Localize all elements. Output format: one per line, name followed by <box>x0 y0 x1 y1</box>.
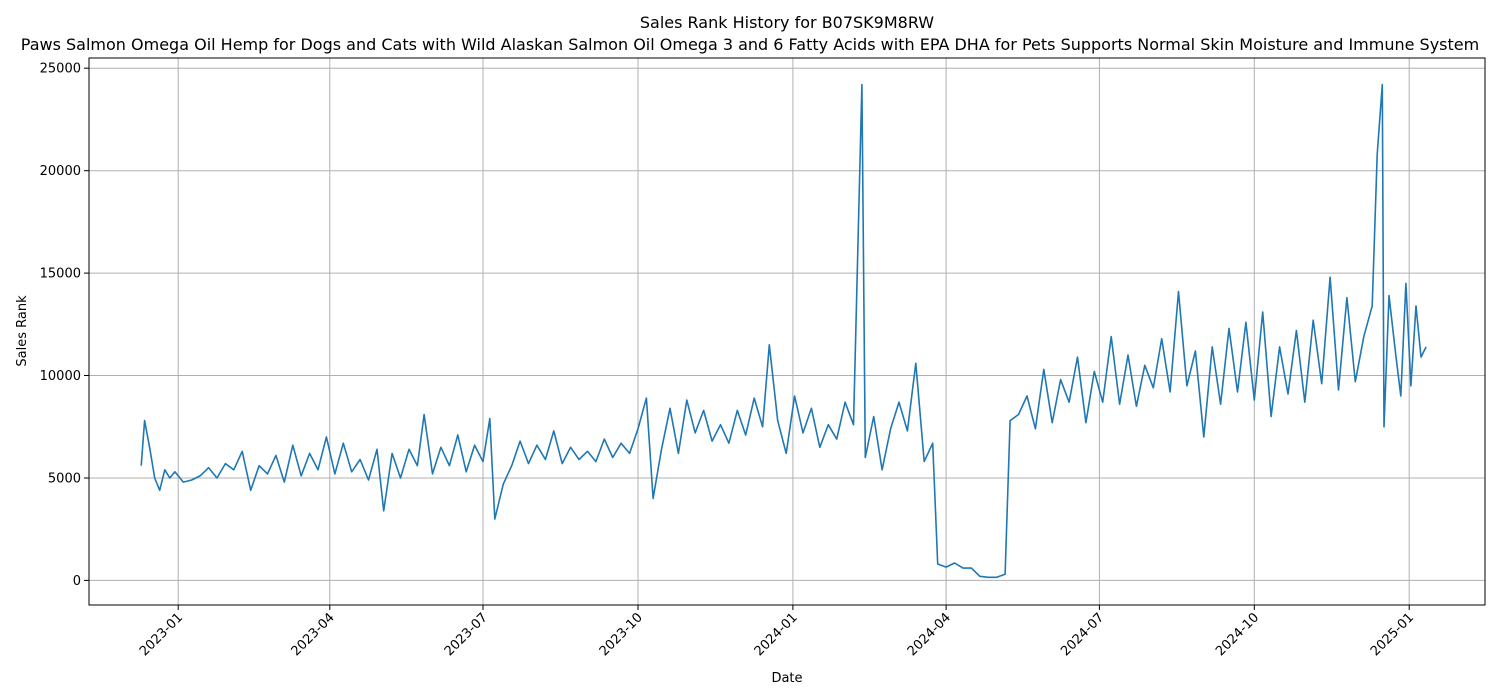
y-tick-label: 10000 <box>40 369 81 384</box>
chart-subtitle: Paws Salmon Omega Oil Hemp for Dogs and … <box>21 35 1479 54</box>
y-tick-label: 5000 <box>48 472 81 487</box>
chart-title: Sales Rank History for B07SK9M8RW <box>640 13 934 32</box>
x-tick-label: 2024-10 <box>1213 610 1262 659</box>
sales-rank-line <box>140 83 1427 579</box>
x-tick-label: 2024-04 <box>905 610 954 659</box>
plot-frame <box>88 57 1486 606</box>
y-tick-label: 20000 <box>40 164 81 179</box>
x-tick-label: 2025-01 <box>1368 610 1417 659</box>
y-tick-label: 0 <box>73 574 81 589</box>
x-tick-label: 2023-10 <box>597 610 646 659</box>
x-tick-label: 2024-01 <box>752 610 801 659</box>
x-tick-label: 2023-04 <box>289 610 338 659</box>
x-tick-label: 2023-07 <box>442 610 491 659</box>
line-layer <box>140 83 1427 579</box>
y-axis-label: Sales Rank <box>15 295 30 367</box>
grid-layer <box>89 58 1485 605</box>
x-tick-label: 2024-07 <box>1058 610 1107 659</box>
y-tick-label: 25000 <box>40 62 81 77</box>
y-tick-label: 15000 <box>40 267 81 282</box>
x-axis-label: Date <box>771 671 802 686</box>
x-tick-label: 2023-01 <box>137 610 186 659</box>
